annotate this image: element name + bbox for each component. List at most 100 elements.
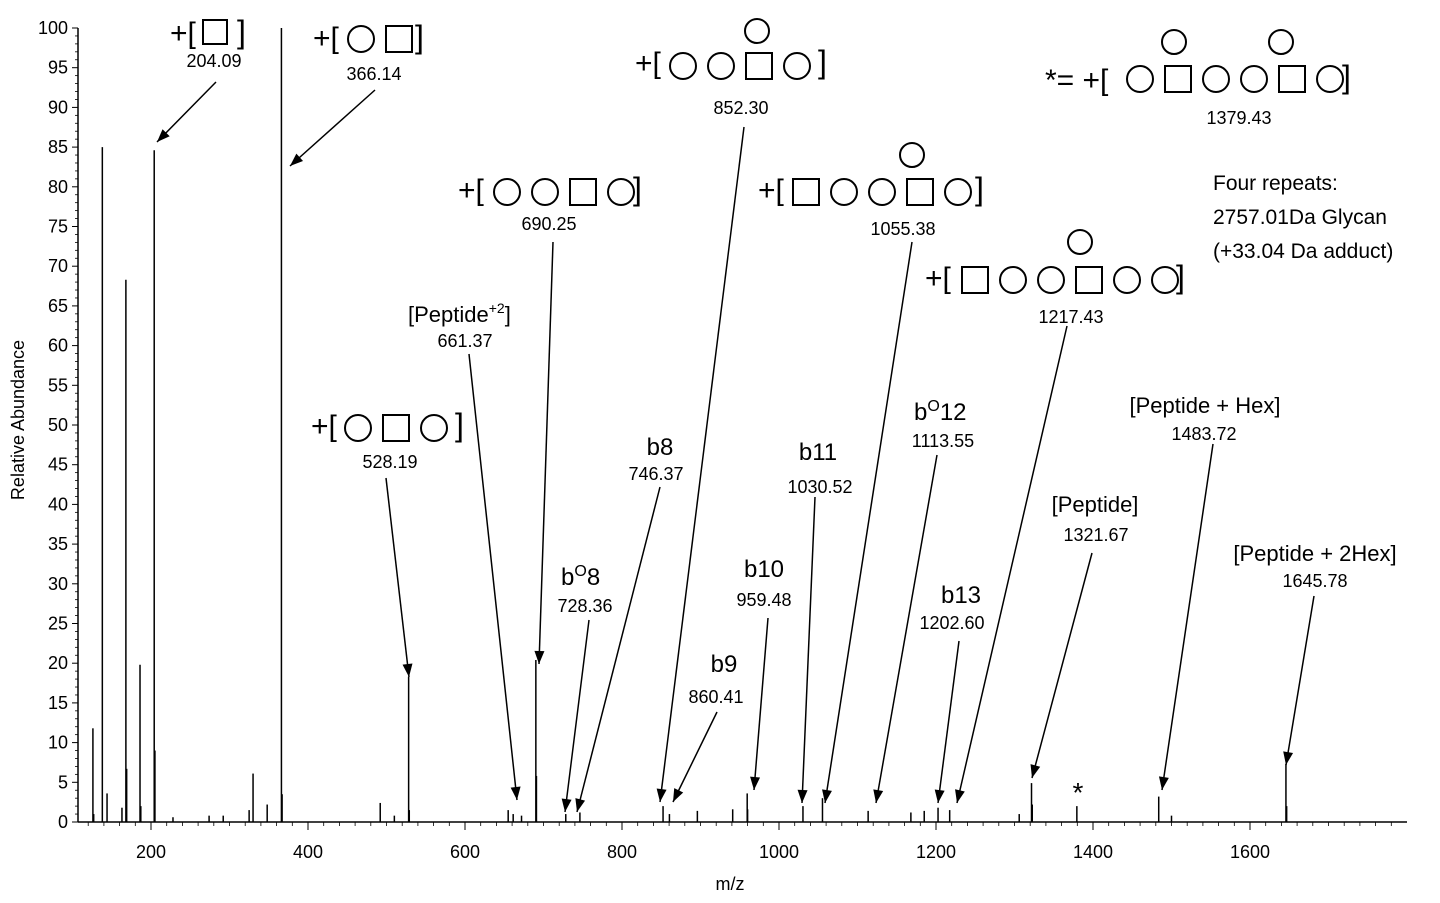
annotation-arrowhead	[955, 789, 965, 803]
annotation-arrow	[1031, 552, 1093, 779]
annotation-arrow	[156, 81, 217, 143]
annotation-arrowhead	[822, 789, 832, 803]
y-tick-label: 40	[48, 494, 68, 514]
annotation-arrow	[824, 241, 913, 804]
glycan-square-icon	[745, 52, 773, 80]
ion-b11-label: b11	[799, 439, 837, 466]
glycan-circle-icon	[1037, 266, 1065, 294]
y-tick-label: 100	[38, 18, 68, 38]
glycan-circle-icon	[868, 178, 896, 206]
glycan-square-icon	[906, 178, 934, 206]
ion-204-mz: 204.09	[186, 51, 241, 71]
y-tick-label: 50	[48, 415, 68, 435]
glycan-square-icon	[1164, 65, 1192, 93]
glycan-circle-icon	[420, 414, 448, 442]
glycan-circle-icon	[830, 178, 858, 206]
glycan-circle-icon	[1151, 266, 1179, 294]
annotation-arrow	[659, 126, 745, 803]
ion-b10-label: b10	[744, 556, 784, 583]
x-tick-label: 200	[136, 842, 166, 862]
annotation-arrow	[801, 496, 816, 804]
ion-b9-mz: 860.41	[688, 687, 743, 707]
y-tick-label: 75	[48, 217, 68, 237]
glycan-square-icon	[961, 266, 989, 294]
y-axis-title: Relative Abundance	[8, 340, 28, 500]
ion-204-suffix: ]	[237, 14, 246, 50]
annotation-arrow	[672, 711, 718, 803]
glycan-circle-icon	[531, 178, 559, 206]
glycan-circle-icon	[1202, 65, 1230, 93]
ion-1217-suffix: ]	[1176, 259, 1185, 295]
y-tick-label: 0	[58, 812, 68, 832]
annotation-arrowhead	[797, 789, 808, 803]
repeats-line3: (+33.04 Da adduct)	[1213, 240, 1393, 263]
y-axis-ticks: 0 5 10 15 20 25 30 35 40 45 50 55 60 65 70 75 80 85 90 95 10…	[38, 18, 78, 832]
glycan-circle-icon	[669, 52, 697, 80]
repeats-line2: 2757.01Da Glycan	[1213, 206, 1387, 229]
y-tick-label: 20	[48, 653, 68, 673]
annotation-arrow	[875, 454, 938, 804]
annotation-arrow	[289, 89, 376, 167]
glycan-circle-icon	[707, 52, 735, 80]
y-tick-label: 55	[48, 375, 68, 395]
glycan-square-icon	[382, 414, 410, 442]
peptide-2hex-label: [Peptide + 2Hex]	[1233, 541, 1396, 566]
ion-852-mz: 852.30	[713, 98, 768, 118]
x-axis-ticks: 200 400 600 800 1000 1200 1400 1600	[87, 822, 1392, 862]
ion-690-mz: 690.25	[521, 214, 576, 234]
annotation-arrow	[538, 241, 554, 665]
peptide-2plus-label: [Peptide+2]	[408, 300, 511, 327]
ion-366-prefix: +[	[313, 22, 340, 55]
ion-bo8-mz: 728.36	[557, 596, 612, 616]
peptide-2hex-mz: 1645.78	[1282, 571, 1347, 591]
ion-690-prefix: +[	[458, 174, 485, 207]
annotation-arrow	[1161, 443, 1214, 791]
ion-1379-prefix: *= +[	[1045, 64, 1109, 97]
y-tick-label: 80	[48, 177, 68, 197]
annotation-arrowhead	[157, 129, 170, 142]
annotation-arrow	[753, 617, 769, 791]
y-tick-label: 70	[48, 256, 68, 276]
y-tick-label: 85	[48, 137, 68, 157]
annotation-arrowhead	[656, 788, 667, 802]
x-tick-label: 1000	[759, 842, 799, 862]
ion-528-prefix: +[	[311, 410, 338, 443]
peptide-label: [Peptide]	[1052, 492, 1139, 517]
annotation-arrowhead	[510, 786, 521, 800]
glycan-square-icon	[385, 25, 413, 53]
glycan-square-icon	[202, 19, 228, 45]
x-axis-title: m/z	[716, 874, 745, 894]
ion-b13-mz: 1202.60	[919, 613, 984, 633]
ion-1055-prefix: +[	[758, 174, 785, 207]
glycan-circle-icon	[944, 178, 972, 206]
ion-690-suffix: ]	[633, 171, 642, 207]
annotation-arrowhead	[534, 650, 545, 664]
ion-b8-mz: 746.37	[628, 464, 683, 484]
ion-1217-mz: 1217.43	[1038, 307, 1103, 327]
ion-b9-label: b9	[711, 651, 738, 678]
ion-bo12-label: bO12	[914, 398, 967, 426]
peptide-hex-label: [Peptide + Hex]	[1129, 393, 1280, 418]
annotation-arrowhead	[750, 776, 761, 790]
y-tick-label: 25	[48, 614, 68, 634]
y-tick-label: 65	[48, 296, 68, 316]
annotation-arrows	[156, 81, 1315, 813]
spectrum-peaks	[92, 28, 1288, 822]
glycan-circle-icon	[1316, 65, 1344, 93]
annotation-arrow	[385, 477, 410, 678]
y-tick-label: 15	[48, 693, 68, 713]
annotation-arrow	[937, 640, 960, 804]
ion-b13-label: b13	[941, 582, 981, 609]
y-tick-label: 95	[48, 58, 68, 78]
annotation-arrow	[576, 486, 661, 813]
x-tick-label: 1600	[1230, 842, 1270, 862]
peptide-2plus-mz: 661.37	[437, 331, 492, 351]
y-tick-label: 10	[48, 733, 68, 753]
ion-528-suffix: ]	[455, 407, 464, 443]
ion-1217-prefix: +[	[925, 262, 952, 295]
glycan-circle-icon	[344, 414, 372, 442]
glycan-circle-icon	[347, 25, 375, 53]
glycan-square-icon	[1075, 266, 1103, 294]
ion-852-suffix: ]	[818, 44, 827, 80]
glycan-square-icon	[792, 178, 820, 206]
